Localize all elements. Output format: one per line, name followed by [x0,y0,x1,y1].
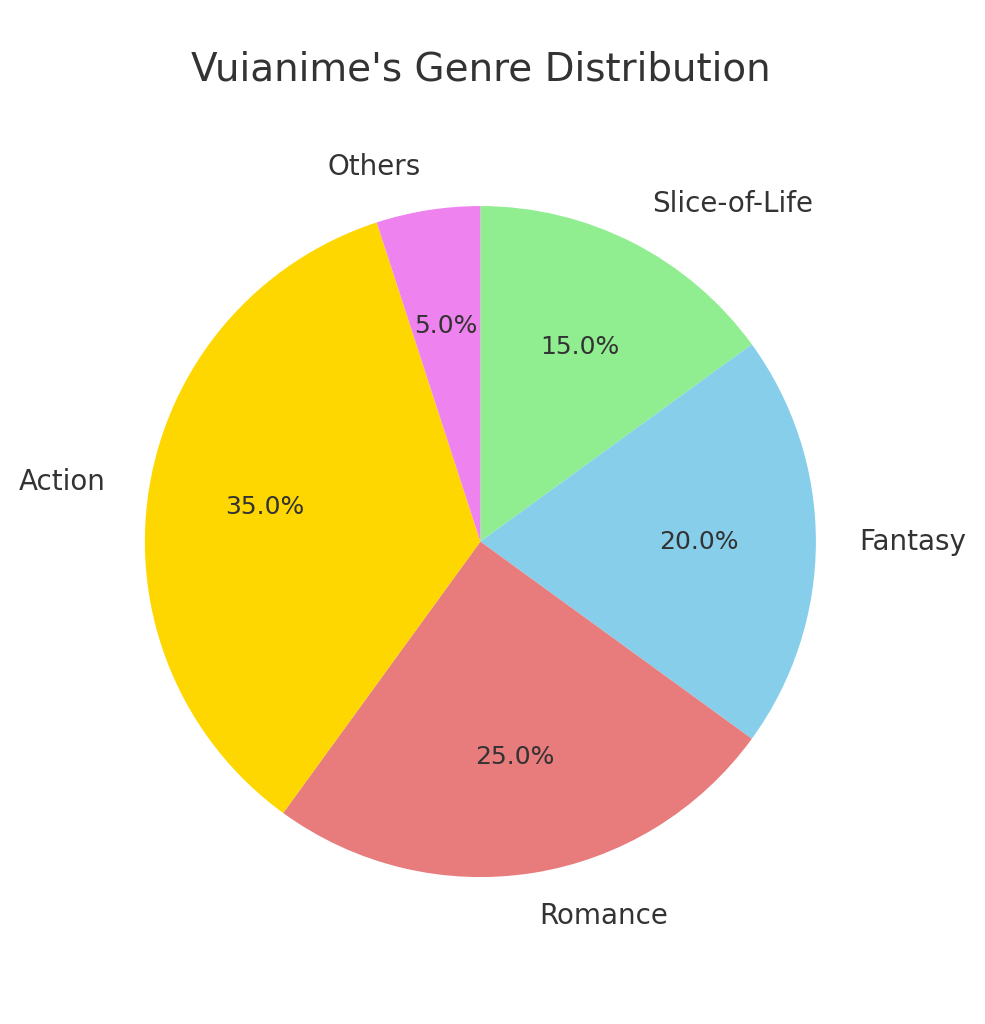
Text: Romance: Romance [540,902,669,930]
Text: 20.0%: 20.0% [659,529,738,554]
Text: 25.0%: 25.0% [475,744,555,769]
Wedge shape [481,206,752,542]
Text: Fantasy: Fantasy [860,527,966,556]
Text: 35.0%: 35.0% [226,496,304,519]
Wedge shape [283,542,752,878]
Wedge shape [481,344,816,738]
Title: Vuianime's Genre Distribution: Vuianime's Genre Distribution [190,50,770,88]
Wedge shape [376,206,481,542]
Text: 5.0%: 5.0% [415,314,478,338]
Text: Action: Action [19,468,106,497]
Wedge shape [145,222,481,813]
Text: 15.0%: 15.0% [540,335,619,359]
Text: Others: Others [328,154,421,181]
Text: Slice-of-Life: Slice-of-Life [652,189,814,218]
